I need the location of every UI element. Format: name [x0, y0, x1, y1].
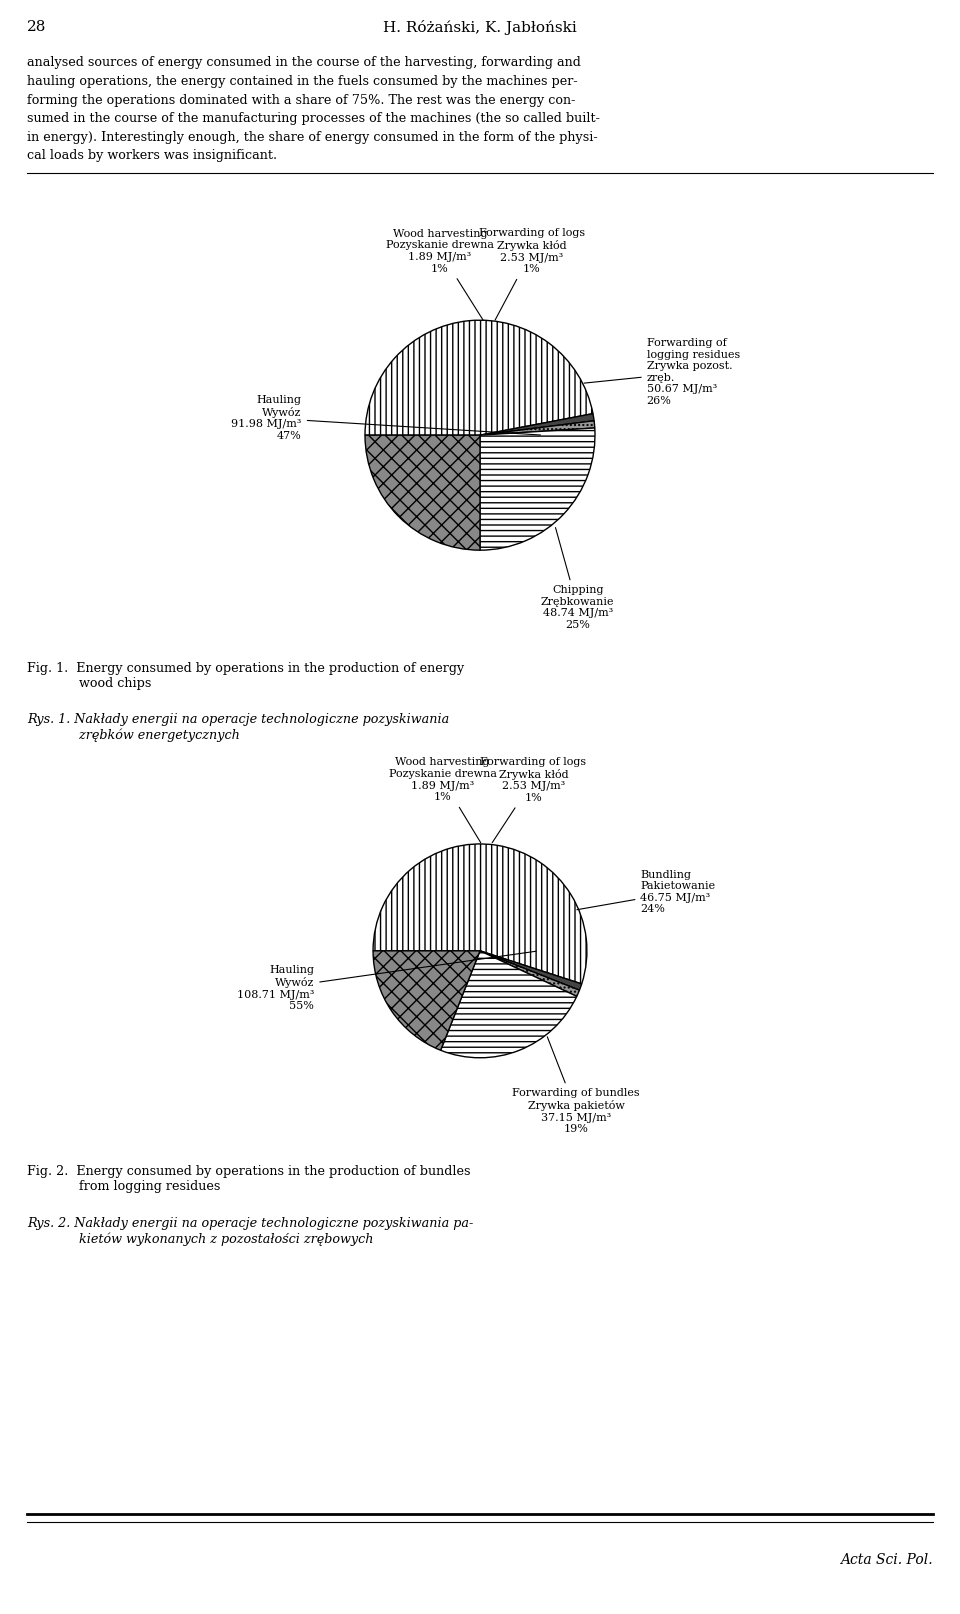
- Wedge shape: [365, 320, 593, 436]
- Wedge shape: [373, 844, 587, 985]
- Wedge shape: [480, 428, 595, 550]
- Text: sumed in the course of the manufacturing processes of the machines (the so calle: sumed in the course of the manufacturing…: [27, 113, 600, 126]
- Wedge shape: [373, 951, 480, 1051]
- Text: Fig. 1.  Energy consumed by operations in the production of energy
             : Fig. 1. Energy consumed by operations in…: [27, 662, 464, 689]
- Text: H. Różański, K. Jabłoński: H. Różański, K. Jabłoński: [383, 19, 577, 36]
- Wedge shape: [365, 436, 480, 550]
- Wedge shape: [480, 951, 582, 991]
- Text: Wood harvesting
Pozyskanie drewna
1.89 MJ/m³
1%: Wood harvesting Pozyskanie drewna 1.89 M…: [389, 757, 496, 843]
- Text: Rys. 2. Nakłady energii na operacje technologiczne pozyskiwania pa-
            : Rys. 2. Nakłady energii na operacje tech…: [27, 1217, 473, 1246]
- Wedge shape: [480, 413, 594, 436]
- Text: Chipping
Zrębkowanie
48.74 MJ/m³
25%: Chipping Zrębkowanie 48.74 MJ/m³ 25%: [541, 528, 614, 629]
- Text: hauling operations, the energy contained in the fuels consumed by the machines p: hauling operations, the energy contained…: [27, 74, 578, 89]
- Text: Forwarding of logs
Zrywka kłód
2.53 MJ/m³
1%: Forwarding of logs Zrywka kłód 2.53 MJ/m…: [480, 757, 587, 843]
- Text: forming the operations dominated with a share of 75%. The rest was the energy co: forming the operations dominated with a …: [27, 94, 575, 107]
- Text: Forwarding of bundles
Zrywka pakietów
37.15 MJ/m³
19%: Forwarding of bundles Zrywka pakietów 37…: [513, 1036, 640, 1135]
- Text: cal loads by workers was insignificant.: cal loads by workers was insignificant.: [27, 150, 277, 163]
- Wedge shape: [441, 951, 577, 1057]
- Text: Rys. 1. Nakłady energii na operacje technologiczne pozyskiwania
             zrę: Rys. 1. Nakłady energii na operacje tech…: [27, 713, 449, 742]
- Wedge shape: [480, 951, 580, 996]
- Text: analysed sources of energy consumed in the course of the harvesting, forwarding : analysed sources of energy consumed in t…: [27, 56, 581, 69]
- Text: Hauling
Wywóz
108.71 MJ/m³
55%: Hauling Wywóz 108.71 MJ/m³ 55%: [237, 951, 536, 1012]
- Text: Wood harvesting
Pozyskanie drewna
1.89 MJ/m³
1%: Wood harvesting Pozyskanie drewna 1.89 M…: [386, 229, 493, 320]
- Text: 28: 28: [27, 19, 46, 34]
- Text: Forwarding of
logging residues
Zrywka pozost.
zręb.
50.67 MJ/m³
26%: Forwarding of logging residues Zrywka po…: [584, 337, 740, 407]
- Text: Bundling
Pakietowanie
46.75 MJ/m³
24%: Bundling Pakietowanie 46.75 MJ/m³ 24%: [577, 870, 715, 915]
- Wedge shape: [480, 421, 595, 436]
- Text: Forwarding of logs
Zrywka kłód
2.53 MJ/m³
1%: Forwarding of logs Zrywka kłód 2.53 MJ/m…: [479, 228, 585, 320]
- Text: in energy). Interestingly enough, the share of energy consumed in the form of th: in energy). Interestingly enough, the sh…: [27, 131, 597, 144]
- Text: Hauling
Wywóz
91.98 MJ/m³
47%: Hauling Wywóz 91.98 MJ/m³ 47%: [231, 395, 540, 441]
- Text: Fig. 2.  Energy consumed by operations in the production of bundles
            : Fig. 2. Energy consumed by operations in…: [27, 1165, 470, 1193]
- Text: Acta Sci. Pol.: Acta Sci. Pol.: [841, 1553, 933, 1567]
